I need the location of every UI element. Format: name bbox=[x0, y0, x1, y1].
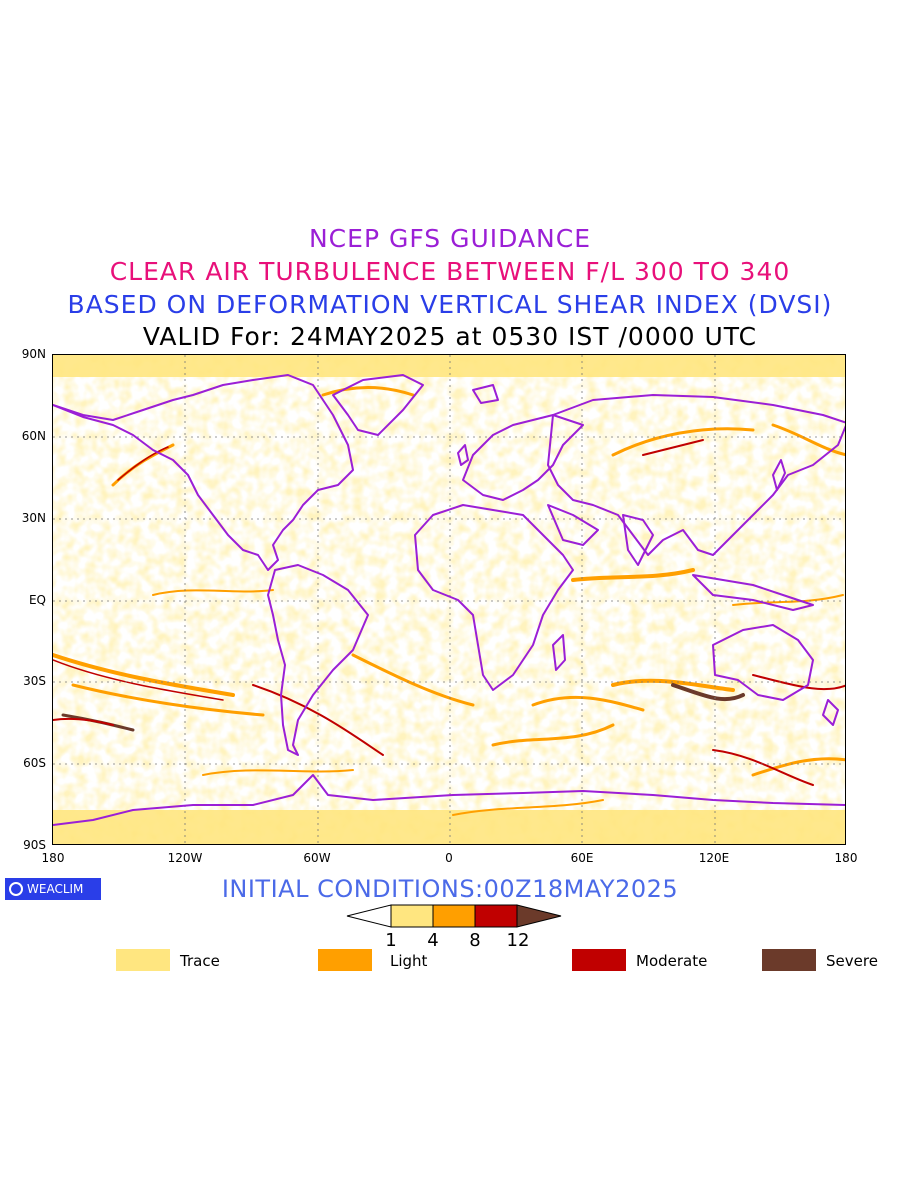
colorbar-label-4: 4 bbox=[427, 930, 439, 951]
legend-label-light: Light bbox=[390, 952, 428, 970]
madagascar-outline bbox=[552, 634, 566, 671]
south-america-outline bbox=[267, 564, 369, 756]
asia-outline bbox=[547, 394, 845, 556]
north-america-outline bbox=[53, 374, 354, 571]
weaclim-logo-icon bbox=[9, 882, 23, 896]
colorbar-label-8: 8 bbox=[469, 930, 481, 951]
legend-label-trace: Trace bbox=[180, 952, 220, 970]
valid-time-title: VALID For: 24MAY2025 at 0530 IST /0000 U… bbox=[142, 322, 758, 351]
indonesia-outline bbox=[692, 574, 814, 611]
colorbar-over-arrow bbox=[516, 904, 562, 928]
legend-swatch-light bbox=[318, 949, 372, 971]
india-outline bbox=[622, 514, 654, 566]
weaclim-badge: WEACLIM bbox=[5, 878, 101, 900]
badge-text: WEACLIM bbox=[27, 882, 84, 896]
legend-swatch-trace bbox=[116, 949, 170, 971]
title-line-1: NCEP GFS GUIDANCE bbox=[308, 224, 591, 253]
lat-label-60n: 60N bbox=[21, 429, 46, 443]
antarctic-trace-band bbox=[53, 810, 845, 844]
lon-label-120w: 120W bbox=[167, 851, 203, 865]
arctic-trace-band bbox=[53, 355, 845, 377]
antarctica-outline bbox=[53, 774, 845, 826]
colorbar-label-1: 1 bbox=[385, 930, 397, 951]
arabia-outline bbox=[547, 504, 599, 546]
lon-label-60w: 60W bbox=[303, 851, 331, 865]
colorbar-segment-light bbox=[432, 904, 476, 928]
europe-outline bbox=[462, 414, 584, 501]
legend-swatch-moderate bbox=[572, 949, 626, 971]
lon-label-180e: 180 bbox=[834, 851, 858, 865]
legend-label-severe: Severe bbox=[826, 952, 878, 970]
legend-swatch-severe bbox=[762, 949, 816, 971]
trace-field bbox=[53, 355, 845, 844]
colorbar-under-arrow bbox=[346, 904, 392, 928]
colorbar-segment-trace bbox=[390, 904, 434, 928]
legend-label-moderate: Moderate bbox=[636, 952, 708, 970]
turbulence-streaks bbox=[53, 386, 845, 816]
title-line-3: BASED ON DEFORMATION VERTICAL SHEAR INDE… bbox=[67, 290, 833, 319]
initial-conditions: INITIAL CONDITIONS:00Z18MAY2025 bbox=[221, 875, 679, 903]
british-isles-outline bbox=[457, 444, 469, 466]
title-line-2: CLEAR AIR TURBULENCE BETWEEN F/L 300 TO … bbox=[109, 257, 791, 286]
lon-label-180w: 180 bbox=[41, 851, 65, 865]
coastlines bbox=[53, 374, 845, 826]
lon-label-120e: 120E bbox=[698, 851, 730, 865]
colorbar bbox=[346, 904, 562, 928]
lat-label-90s: 90S bbox=[23, 838, 46, 852]
lat-label-90n: 90N bbox=[21, 347, 46, 361]
africa-outline bbox=[414, 504, 574, 691]
lon-label-60e: 60E bbox=[570, 851, 594, 865]
arctic-islands-outline bbox=[472, 384, 499, 404]
lat-label-30s: 30S bbox=[23, 674, 46, 688]
australia-outline bbox=[712, 624, 814, 701]
greenland-outline bbox=[332, 374, 424, 436]
colorbar-label-12: 12 bbox=[506, 930, 530, 951]
map-canvas bbox=[53, 355, 845, 844]
lon-label-0: 0 bbox=[445, 851, 453, 865]
graticule bbox=[53, 355, 845, 844]
lat-label-eq: EQ bbox=[28, 593, 46, 607]
new-zealand-outline bbox=[822, 699, 839, 726]
turbulence-map bbox=[52, 354, 846, 845]
lat-label-60s: 60S bbox=[23, 756, 46, 770]
lat-label-30n: 30N bbox=[21, 511, 46, 525]
colorbar-segment-moderate bbox=[474, 904, 518, 928]
japan-outline bbox=[772, 459, 786, 491]
